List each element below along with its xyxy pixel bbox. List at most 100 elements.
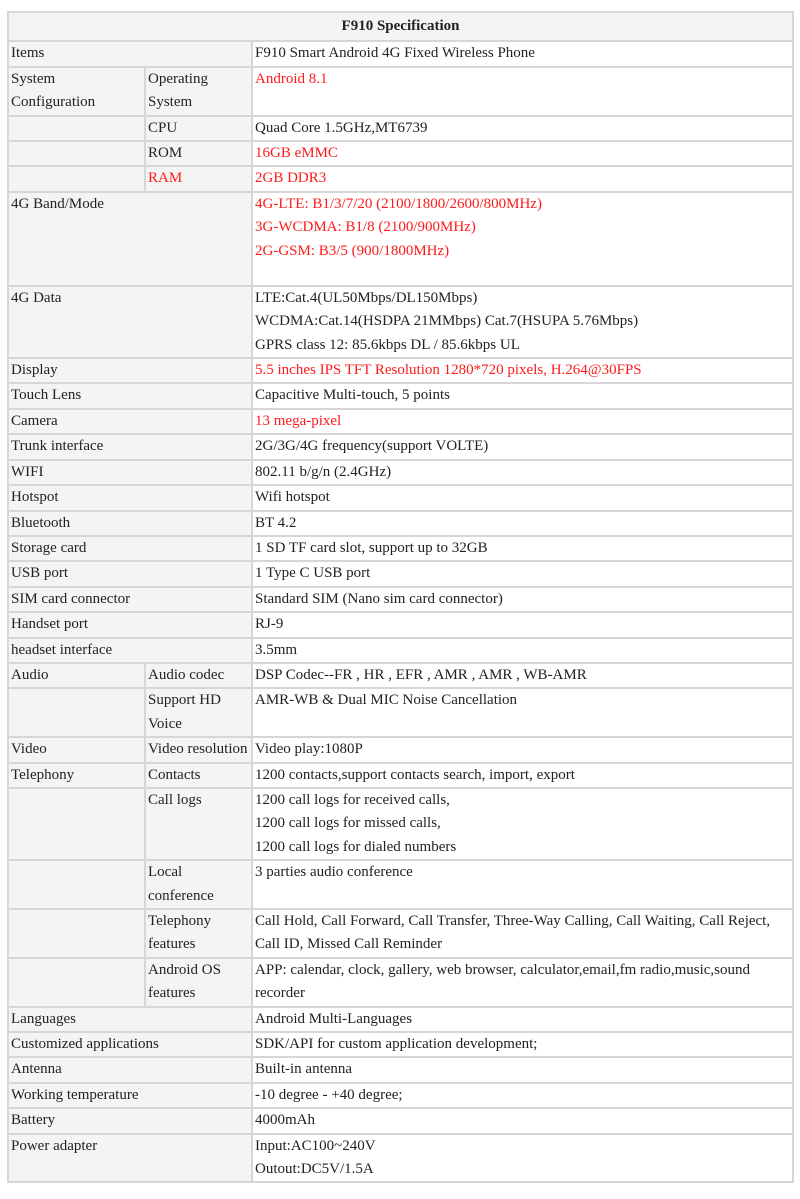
spec-value: RJ-9: [251, 611, 794, 639]
spec-value: 4G-LTE: B1/3/7/20 (2100/1800/2600/800MHz…: [251, 190, 794, 287]
spec-sublabel: Video resolution: [144, 736, 253, 764]
spec-value-line: AMR-WB & Dual MIC Noise Cancellation: [255, 692, 518, 709]
spec-value: Call Hold, Call Forward, Call Transfer, …: [251, 908, 794, 959]
table-row: Bluetooth BT 4.2: [7, 509, 794, 537]
spec-value-line: 2G-GSM: B3/5 (900/1800MHz): [255, 242, 450, 259]
spec-value-line: RJ-9: [255, 616, 284, 633]
spec-label: [7, 908, 146, 959]
spec-value-line: 5.5 inches IPS TFT Resolution 1280*720 p…: [255, 362, 642, 379]
spec-label: Telephony: [7, 761, 146, 789]
spec-sublabel: Android OS features: [144, 956, 253, 1008]
table-title: F910 Specification: [7, 10, 794, 43]
spec-label: Power adapter: [7, 1132, 253, 1184]
spec-value: DSP Codec--FR , HR , EFR , AMR , AMR , W…: [251, 661, 794, 690]
table-row: Touch Lens Capacitive Multi-touch, 5 poin…: [7, 382, 794, 410]
spec-value: Standard SIM (Nano sim card connector): [251, 585, 794, 614]
spec-value-line: 4000mAh: [255, 1112, 315, 1129]
spec-value-line: 4G-LTE: B1/3/7/20 (2100/1800/2600/800MHz…: [255, 195, 542, 212]
spec-value-line: Input:AC100~240V: [255, 1137, 376, 1154]
table-row: Telephony Contacts 1200 contacts,support c…: [7, 761, 794, 789]
spec-value: Android 8.1: [251, 65, 794, 117]
spec-value-line: Call Hold, Call Forward, Call Transfer, …: [255, 913, 771, 953]
spec-sublabel: Audio codec: [144, 661, 253, 690]
table-row: System Configuration Operating System Andr…: [7, 65, 794, 117]
spec-value-line: WCDMA:Cat.14(HSDPA 21MMbps) Cat.7(HSUPA …: [255, 313, 639, 330]
spec-value-line: DSP Codec--FR , HR , EFR , AMR , AMR , W…: [255, 666, 587, 683]
spec-value-line: 13 mega-pixel: [255, 412, 342, 429]
spec-value: Input:AC100~240V Outout:DC5V/1.5A: [251, 1132, 794, 1184]
spec-value-line: 1200 contacts,support contacts search, i…: [255, 766, 575, 783]
spec-label: Bluetooth: [7, 509, 253, 537]
spec-label: Working temperature: [7, 1081, 253, 1110]
table-row: Video Video resolution Video play:1080P: [7, 736, 794, 764]
spec-value: Video play:1080P: [251, 736, 794, 764]
table-row: USB port 1 Type C USB port: [7, 560, 794, 588]
spec-label: Display: [7, 357, 253, 385]
table-row: Customized applications SDK/API for custo…: [7, 1031, 794, 1059]
table-row: Audio Audio codec DSP Codec--FR , HR , EFR…: [7, 661, 794, 690]
spec-value-line: 3.5mm: [255, 641, 298, 658]
table-row: Android OS features APP: calendar, clock,…: [7, 956, 794, 1008]
spec-label: 4G Data: [7, 284, 253, 360]
table-row: Power adapter Input:AC100~240V Outout:DC5V…: [7, 1132, 794, 1184]
spec-value: APP: calendar, clock, gallery, web brows…: [251, 956, 794, 1008]
spec-label: Antenna: [7, 1056, 253, 1084]
table-row: Trunk interface 2G/3G/4G frequency(suppor…: [7, 433, 794, 461]
spec-label: Camera: [7, 407, 253, 436]
spec-label: Battery: [7, 1107, 253, 1135]
table-row: Call logs 1200 call logs for received cal…: [7, 786, 794, 862]
table-row: CPU Quad Core 1.5GHz,MT6739: [7, 114, 794, 143]
spec-value-line: Standard SIM (Nano sim card connector): [255, 590, 503, 607]
spec-label: Customized applications: [7, 1031, 253, 1059]
spec-label: System Configuration: [7, 65, 146, 117]
spec-value-line: LTE:Cat.4(UL50Mbps/DL150Mbps): [255, 289, 478, 306]
spec-label: [7, 114, 146, 143]
spec-value: 3.5mm: [251, 636, 794, 664]
spec-label: Touch Lens: [7, 382, 253, 410]
spec-value-line: 3G-WCDMA: B1/8 (2100/900MHz): [255, 219, 476, 236]
spec-label: SIM card connector: [7, 585, 253, 614]
spec-value-line: GPRS class 12: 85.6kbps DL / 85.6kbps UL: [255, 336, 520, 353]
spec-value: -10 degree - +40 degree;: [251, 1081, 794, 1110]
spec-label: [7, 687, 146, 739]
spec-value-line: 1200 call logs for received calls,: [255, 791, 450, 808]
spec-value-line: Android 8.1: [255, 70, 328, 87]
spec-sublabel: Operating System: [144, 65, 253, 117]
spec-value: Wifi hotspot: [251, 484, 794, 512]
spec-value: Capacitive Multi-touch, 5 points: [251, 382, 794, 410]
table-row: Support HD Voice AMR-WB & Dual MIC Noise …: [7, 687, 794, 739]
spec-sublabel: ROM: [144, 140, 253, 168]
spec-sublabel: Telephony features: [144, 908, 253, 959]
table-row: SIM card connector Standard SIM (Nano sim…: [7, 585, 794, 614]
spec-value-line: 802.11 b/g/n (2.4GHz): [255, 463, 392, 480]
specification-table: F910 Specification Items F910 Smart Andro…: [7, 10, 794, 1184]
spec-label: USB port: [7, 560, 253, 588]
spec-value: LTE:Cat.4(UL50Mbps/DL150Mbps) WCDMA:Cat.1…: [251, 284, 794, 360]
spec-value-line: -10 degree - +40 degree;: [255, 1086, 403, 1103]
spec-label: [7, 859, 146, 910]
spec-label: Languages: [7, 1005, 253, 1034]
spec-value-line: 2GB DDR3: [255, 170, 327, 187]
table-row: Telephony features Call Hold, Call Forwar…: [7, 908, 794, 959]
spec-value-line: Wifi hotspot: [255, 489, 330, 506]
spec-value: 1200 contacts,support contacts search, i…: [251, 761, 794, 789]
spec-value: 5.5 inches IPS TFT Resolution 1280*720 p…: [251, 357, 794, 385]
spec-label: [7, 140, 146, 168]
spec-sublabel: Support HD Voice: [144, 687, 253, 739]
spec-value-line: 1 SD TF card slot, support up to 32GB: [255, 539, 488, 556]
spec-sublabel: RAM: [144, 165, 253, 193]
table-row: Hotspot Wifi hotspot: [7, 484, 794, 512]
spec-value: 1 SD TF card slot, support up to 32GB: [251, 534, 794, 563]
spec-value-line: Quad Core 1.5GHz,MT6739: [255, 119, 428, 136]
spec-sublabel: Contacts: [144, 761, 253, 789]
spec-value-line: 1 Type C USB port: [255, 565, 371, 582]
spec-label: Trunk interface: [7, 433, 253, 461]
spec-value-line: Capacitive Multi-touch, 5 points: [255, 387, 450, 404]
spec-value: 802.11 b/g/n (2.4GHz): [251, 458, 794, 487]
spec-value-line: Android Multi-Languages: [255, 1010, 413, 1027]
spec-value-line: F910 Smart Android 4G Fixed Wireless Pho…: [255, 45, 535, 62]
spec-value: 2G/3G/4G frequency(support VOLTE): [251, 433, 794, 461]
spec-value: F910 Smart Android 4G Fixed Wireless Pho…: [251, 40, 794, 68]
spec-label: Video: [7, 736, 146, 764]
spec-value-line: Video play:1080P: [255, 741, 363, 758]
